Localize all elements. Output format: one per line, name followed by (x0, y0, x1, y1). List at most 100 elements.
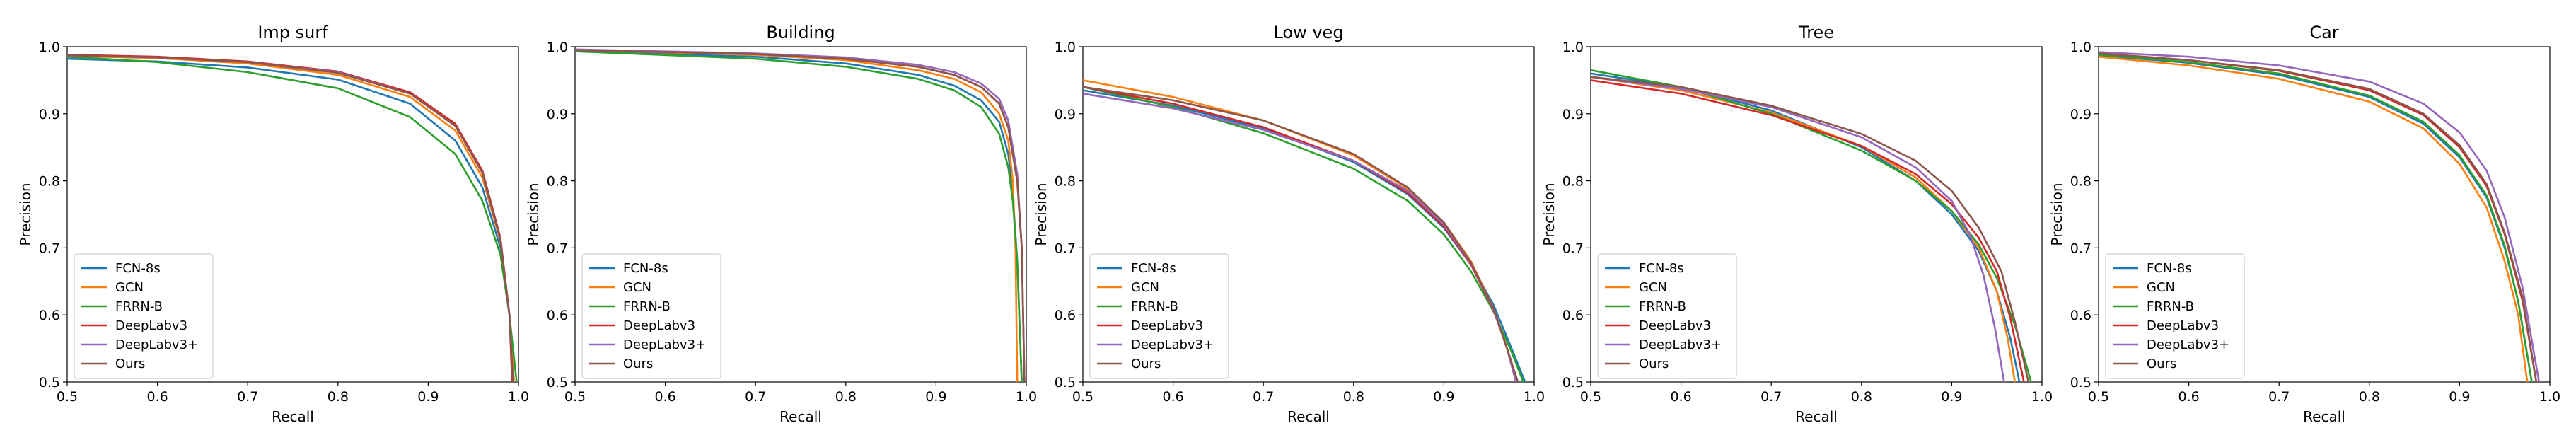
x-tick-label: 0.7 (237, 389, 258, 405)
x-tick-label: 0.7 (1253, 389, 1274, 405)
y-tick-label: 0.8 (2070, 174, 2091, 190)
chart-title: Tree (1798, 23, 1834, 42)
y-axis-label: Precision (1541, 183, 1557, 245)
legend-label-ours: Ours (115, 357, 145, 371)
y-tick-label: 0.6 (1562, 308, 1584, 323)
x-tick-label: 1.0 (508, 389, 529, 405)
x-axis-label: Recall (1287, 408, 1330, 425)
x-tick-label: 0.5 (57, 389, 78, 405)
x-tick-label: 0.6 (654, 389, 675, 405)
legend-box (1597, 253, 1737, 379)
x-tick-label: 0.9 (417, 389, 439, 405)
legend-label-deeplabv3: DeepLabv3+ (623, 337, 706, 352)
series-line-ours (1591, 76, 2030, 382)
y-tick-label: 0.7 (39, 241, 60, 256)
y-tick-label: 0.8 (547, 174, 568, 190)
series-line-ours (2099, 52, 2538, 382)
x-tick-label: 0.9 (925, 389, 946, 405)
legend-box (1089, 253, 1229, 379)
y-tick-label: 0.7 (547, 241, 568, 256)
legend-label-gcn: GCN (1639, 280, 1667, 295)
x-axis-label: Recall (779, 408, 822, 425)
legend-label-gcn: GCN (2147, 280, 2175, 295)
x-tick-label: 0.7 (2268, 389, 2290, 405)
series-line-deeplabv3 (1591, 76, 2005, 382)
legend-label-fcn-8s: FCN-8s (2147, 261, 2192, 276)
y-tick-label: 0.6 (547, 308, 568, 323)
x-tick-label: 0.9 (1433, 389, 1454, 405)
y-tick-label: 0.6 (39, 308, 60, 323)
y-tick-label: 1.0 (547, 40, 568, 55)
legend-box (581, 253, 721, 379)
legend-label-deeplabv3: DeepLabv3 (1131, 318, 1203, 333)
legend-label-ours: Ours (1639, 357, 1669, 371)
x-tick-label: 0.9 (2449, 389, 2470, 405)
legend-label-frrn-b: FRRN-B (2147, 299, 2194, 314)
legend-label-deeplabv3: DeepLabv3+ (1639, 337, 1722, 352)
series-group (1083, 79, 1526, 382)
legend-label-frrn-b: FRRN-B (1131, 299, 1178, 314)
y-axis-label: Precision (2048, 183, 2065, 245)
x-tick-label: 0.8 (1851, 389, 1872, 405)
legend-label-ours: Ours (1131, 357, 1161, 371)
chart-title: Imp surf (257, 23, 328, 42)
x-axis-label: Recall (1795, 408, 1838, 425)
x-tick-label: 0.8 (1343, 389, 1364, 405)
y-tick-label: 0.5 (547, 375, 568, 390)
legend-label-ours: Ours (2147, 357, 2176, 371)
legend-label-frrn-b: FRRN-B (623, 299, 671, 314)
subplot-car: 0.5 0.6 0.7 0.8 0.9 1.0 0.5 0.6 0.7 0.8 0.9 1.0 Car R… (2048, 23, 2560, 425)
x-tick-label: 0.9 (1941, 389, 1962, 405)
y-tick-label: 0.8 (39, 174, 60, 190)
subplot-imp-surf: 0.5 0.6 0.7 0.8 0.9 1.0 0.5 0.6 0.7 0.8 0.9 1.0 Imp … (17, 23, 529, 425)
y-tick-label: 1.0 (39, 40, 60, 55)
x-tick-label: 0.6 (1670, 389, 1691, 405)
legend-label-fcn-8s: FCN-8s (1639, 261, 1684, 276)
x-tick-label: 0.5 (564, 389, 586, 405)
series-line-ours (575, 49, 1026, 382)
x-tick-label: 1.0 (1524, 389, 1545, 405)
series-line-ours (1083, 86, 1519, 382)
x-tick-label: 0.5 (2088, 389, 2109, 405)
series-line-gcn (2099, 55, 2529, 382)
series-line-ours (67, 54, 514, 382)
x-tick-label: 0.5 (1580, 389, 1601, 405)
chart-title: Low veg (1273, 23, 1343, 42)
series-line-frrn-b (1083, 86, 1524, 382)
legend-label-deeplabv3: DeepLabv3 (2147, 318, 2219, 333)
x-tick-label: 0.7 (1760, 389, 1782, 405)
subplot-low-veg: 0.5 0.6 0.7 0.8 0.9 1.0 0.5 0.6 0.7 0.8 0.9 1.0 Low … (1033, 23, 1545, 425)
legend-label-deeplabv3: DeepLabv3 (623, 318, 695, 333)
y-tick-label: 0.7 (2070, 241, 2091, 256)
y-tick-label: 0.9 (1055, 107, 1076, 122)
x-tick-label: 0.8 (835, 389, 857, 405)
x-tick-label: 0.8 (327, 389, 349, 405)
series-line-fcn-8s (1083, 89, 1526, 382)
y-tick-label: 0.9 (547, 107, 568, 122)
y-tick-label: 0.7 (1055, 241, 1076, 256)
y-tick-label: 0.5 (39, 375, 60, 390)
x-tick-label: 0.7 (745, 389, 766, 405)
series-group (575, 48, 1026, 382)
y-tick-label: 0.6 (2070, 308, 2091, 323)
y-axis-label: Precision (17, 183, 34, 245)
legend-label-gcn: GCN (623, 280, 651, 295)
x-tick-label: 0.6 (146, 389, 168, 405)
y-tick-label: 1.0 (1562, 40, 1584, 55)
y-tick-label: 0.9 (2070, 107, 2091, 122)
x-tick-label: 0.6 (1162, 389, 1183, 405)
series-line-deeplabv3 (2099, 51, 2540, 382)
series-line-frrn-b (2099, 54, 2533, 382)
x-tick-label: 0.5 (1072, 389, 1093, 405)
series-group (1591, 69, 2032, 382)
legend-label-deeplabv3: DeepLabv3 (1639, 318, 1711, 333)
legend-label-gcn: GCN (115, 280, 144, 295)
y-tick-label: 0.5 (2070, 375, 2091, 390)
legend-label-deeplabv3: DeepLabv3 (115, 318, 187, 333)
y-axis-label: Precision (525, 183, 542, 245)
series-line-gcn (1591, 76, 2016, 382)
chart-title: Car (2309, 23, 2338, 42)
y-tick-label: 0.6 (1055, 308, 1076, 323)
legend-label-fcn-8s: FCN-8s (623, 261, 668, 276)
